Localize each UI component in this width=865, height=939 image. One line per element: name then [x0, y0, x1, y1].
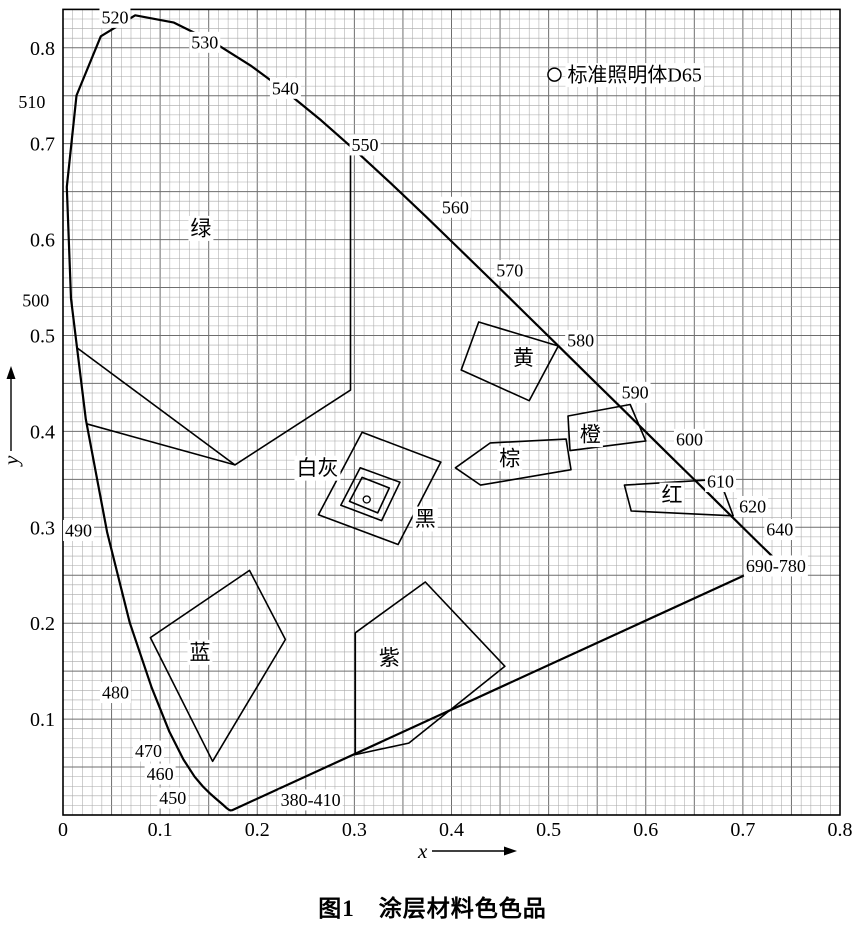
region-label-yellow: 黄 [513, 346, 534, 370]
y-tick-0.4: 0.4 [30, 421, 55, 443]
wavelength-label-570: 570 [496, 261, 523, 281]
legend-marker-circle-icon [547, 67, 562, 82]
x-tick-0: 0 [58, 819, 68, 841]
d65-point-marker [362, 495, 371, 504]
x-tick-0.8: 0.8 [828, 819, 853, 841]
region-label-red: 红 [661, 483, 682, 507]
figure-caption: 图1 涂层材料色色品 [318, 896, 547, 921]
y-tick-0.8: 0.8 [30, 38, 55, 60]
wavelength-label-470: 470 [135, 741, 162, 761]
svg-text:x: x [417, 839, 428, 863]
wavelength-label-580: 580 [567, 331, 594, 351]
region-black [317, 431, 442, 546]
x-tick-0.4: 0.4 [439, 819, 464, 841]
region-label-purple: 紫 [379, 646, 400, 670]
wavelength-label-490: 490 [65, 520, 92, 540]
plot-border [62, 8, 841, 816]
y-tick-0.5: 0.5 [30, 325, 55, 347]
wavelength-label-640: 640 [766, 520, 793, 540]
x-tick-0.2: 0.2 [245, 819, 270, 841]
wavelength-label-610: 610 [707, 472, 734, 492]
wavelength-label-450: 450 [159, 788, 186, 808]
region-purple [354, 581, 506, 756]
region-label-green: 绿 [190, 216, 211, 240]
region-white-gray-inner [348, 476, 391, 514]
y-axis-arrow-icon [6, 366, 16, 379]
x-tick-0.7: 0.7 [730, 819, 755, 841]
legend-label: 标准照明体D65 [567, 64, 701, 87]
color-regions [76, 146, 735, 763]
region-yellow [460, 321, 560, 402]
boundary-green-lower [85, 422, 236, 466]
x-axis-label: x [417, 839, 517, 863]
wavelength-label-380-410: 380-410 [281, 790, 341, 810]
y-axis-label: y [0, 366, 23, 467]
y-tick-0.2: 0.2 [30, 613, 55, 635]
wavelength-label-590: 590 [622, 382, 649, 402]
wavelength-label-560: 560 [442, 197, 469, 217]
x-tick-0.5: 0.5 [536, 819, 561, 841]
region-label-brown: 棕 [499, 447, 520, 471]
region-blue [149, 569, 287, 763]
x-tick-0.1: 0.1 [148, 819, 173, 841]
region-brown [454, 438, 572, 486]
region-red [623, 478, 735, 517]
spectral-locus [65, 14, 778, 812]
wavelength-label-480: 480 [102, 683, 129, 703]
y-tick-0.7: 0.7 [30, 134, 55, 156]
wavelength-label-540: 540 [272, 78, 299, 98]
region-label-white-gray-outer: 白灰 [296, 456, 338, 480]
y-tick-0.3: 0.3 [30, 517, 55, 539]
svg-text:y: y [0, 455, 23, 467]
wavelength-label-550: 550 [352, 135, 379, 155]
wavelength-label-520: 520 [101, 7, 128, 27]
axis-ticks: 0 0.1 0.2 0.3 0.4 0.5 0.6 0.7 0.8 0.1 0.2 0.3 0.4 0.5… [30, 38, 853, 841]
y-tick-0.6: 0.6 [30, 230, 55, 252]
wavelength-label-690-780: 690-780 [746, 556, 806, 576]
region-label-black: 黑 [415, 507, 436, 531]
region-orange [567, 403, 647, 452]
wavelength-label-600: 600 [676, 429, 703, 449]
region-white-gray-outer [339, 466, 401, 522]
x-axis-arrow-icon [504, 846, 517, 856]
wavelength-label-530: 530 [191, 32, 218, 52]
wavelength-label-510: 510 [18, 92, 45, 112]
wavelength-label-500: 500 [22, 290, 49, 310]
region-green [76, 146, 352, 466]
wavelength-label-460: 460 [147, 764, 174, 784]
y-tick-0.1: 0.1 [30, 709, 55, 731]
x-tick-0.3: 0.3 [342, 819, 367, 841]
wavelength-label-620: 620 [739, 496, 766, 516]
region-label-orange: 橙 [580, 423, 601, 447]
x-tick-0.6: 0.6 [633, 819, 658, 841]
grid [62, 9, 841, 816]
region-label-blue: 蓝 [189, 640, 210, 664]
